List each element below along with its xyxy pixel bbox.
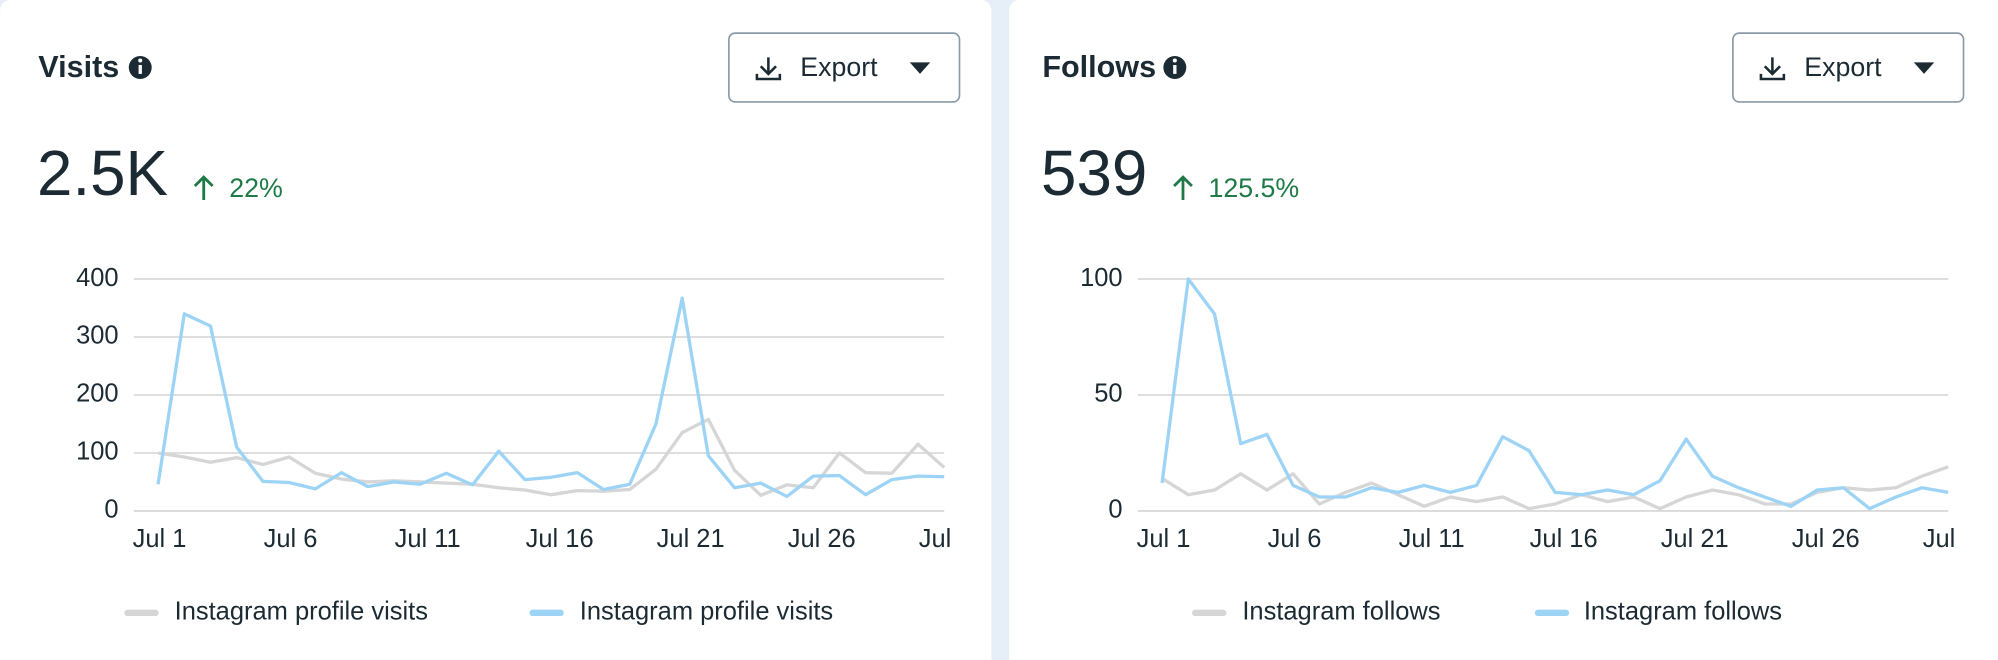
series-line (156, 296, 945, 499)
y-tick-label: 400 (76, 264, 118, 292)
download-icon (755, 57, 782, 81)
y-tick-label: 300 (76, 322, 118, 350)
y-tick-label: 0 (104, 496, 118, 524)
x-tick-label: Jul 31 (919, 525, 987, 553)
x-tick-label: Jul 6 (264, 525, 318, 553)
series-line (1160, 277, 1949, 511)
button-frame[interactable] (728, 32, 961, 103)
legend-label: Instagram follows (1584, 598, 1782, 626)
info-icon-glyph (1173, 64, 1177, 74)
card (0, 0, 992, 660)
card-title: Follows (1042, 50, 1156, 84)
x-tick-label: Jul 16 (1530, 525, 1598, 553)
x-tick-label: Jul 1 (1137, 525, 1191, 553)
button-frame[interactable] (1732, 32, 1965, 103)
y-tick-label: 100 (1080, 264, 1123, 292)
x-tick-label: Jul 26 (788, 525, 856, 553)
x-tick-label: Jul 11 (1399, 525, 1465, 553)
up-arrow (193, 175, 214, 201)
x-tick-label: Jul 26 (1792, 525, 1860, 553)
series-line (1161, 465, 1949, 511)
x-tick-label: Jul 31 (1923, 525, 1991, 553)
change-value: 22% (229, 173, 283, 203)
series-line (157, 417, 946, 497)
card (1009, 0, 1998, 660)
change-value: 125.5% (1208, 173, 1299, 203)
export-button[interactable]: Export (728, 32, 961, 103)
x-tick-label: Jul 6 (1268, 525, 1322, 553)
info-icon-glyph (138, 64, 142, 74)
total-value: 539 (1041, 138, 1147, 209)
dropdown-caret (909, 62, 931, 74)
x-tick-label: Jul 16 (526, 525, 594, 553)
card-title: Visits (38, 50, 119, 84)
button-label: Export (800, 52, 878, 82)
total-value: 2.5K (37, 138, 168, 209)
x-tick-label: Jul 1 (133, 525, 187, 553)
info-icon-glyph (1172, 58, 1177, 63)
export-button[interactable]: Export (1732, 32, 1965, 103)
dropdown-caret (1913, 62, 1935, 74)
y-tick-label: 200 (76, 380, 118, 408)
legend-label: Instagram profile visits (175, 598, 428, 626)
legend-label: Instagram follows (1242, 598, 1440, 626)
x-tick-label: Jul 21 (657, 525, 725, 553)
x-tick-label: Jul 11 (395, 525, 461, 553)
y-tick-label: 100 (76, 438, 118, 466)
x-tick-label: Jul 21 (1661, 525, 1729, 553)
legend-label: Instagram profile visits (580, 598, 833, 626)
y-tick-label: 50 (1094, 380, 1122, 408)
plot: Jul 1 Jul 6 Jul 11 Jul 16 Jul 21 Jul 26 Jul 31 (133, 525, 987, 553)
info-icon-glyph (138, 58, 143, 63)
plot: Jul 1 Jul 6 Jul 11 Jul 16 Jul 21 Jul 26 Jul 31 (1137, 525, 1991, 553)
button-label: Export (1804, 52, 1882, 82)
download-icon (1759, 57, 1786, 81)
y-tick-label: 0 (1108, 496, 1122, 524)
up-arrow (1173, 175, 1193, 201)
